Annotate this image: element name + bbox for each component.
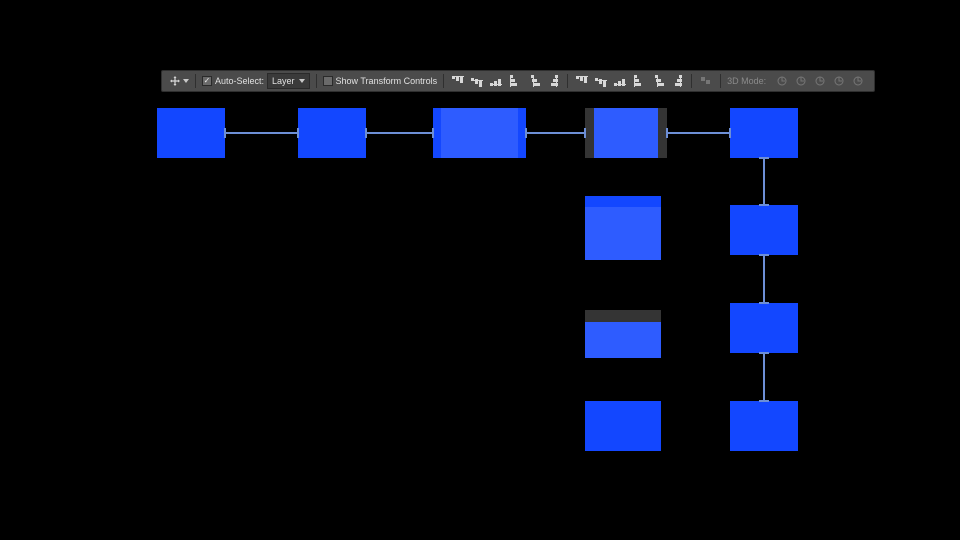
layer-r3c4[interactable] xyxy=(585,310,661,358)
smart-guide-horizontal xyxy=(667,132,730,134)
smart-guide-cap xyxy=(224,128,226,138)
layer-r2c4[interactable] xyxy=(585,196,661,260)
smart-guide-cap xyxy=(759,204,769,206)
smart-guide-cap xyxy=(729,128,731,138)
smart-guide-cap xyxy=(297,128,299,138)
smart-guide-cap xyxy=(759,157,769,159)
layer-band xyxy=(585,322,661,358)
smart-guide-horizontal xyxy=(526,132,585,134)
document-canvas[interactable] xyxy=(0,0,960,540)
layer-band xyxy=(441,108,518,158)
smart-guide-cap xyxy=(759,400,769,402)
layer-r2c5[interactable] xyxy=(730,205,798,255)
smart-guide-cap xyxy=(525,128,527,138)
smart-guide-cap xyxy=(759,352,769,354)
layer-r1c3[interactable] xyxy=(433,108,526,158)
smart-guide-vertical xyxy=(763,353,765,401)
smart-guide-cap xyxy=(759,302,769,304)
smart-guide-horizontal xyxy=(225,132,298,134)
smart-guide-cap xyxy=(759,254,769,256)
layer-r1c5[interactable] xyxy=(730,108,798,158)
layer-r1c2[interactable] xyxy=(298,108,366,158)
smart-guide-horizontal xyxy=(366,132,433,134)
smart-guide-cap xyxy=(584,128,586,138)
smart-guide-vertical xyxy=(763,158,765,205)
layer-r1c4[interactable] xyxy=(585,108,667,158)
smart-guide-vertical xyxy=(763,255,765,303)
layer-band xyxy=(585,196,661,207)
layer-r3c5[interactable] xyxy=(730,303,798,353)
layer-band xyxy=(594,108,658,158)
layer-r4c5[interactable] xyxy=(730,401,798,451)
smart-guide-cap xyxy=(432,128,434,138)
layer-r4c4[interactable] xyxy=(585,401,661,451)
layer-r1c1[interactable] xyxy=(157,108,225,158)
smart-guide-cap xyxy=(365,128,367,138)
smart-guide-cap xyxy=(666,128,668,138)
